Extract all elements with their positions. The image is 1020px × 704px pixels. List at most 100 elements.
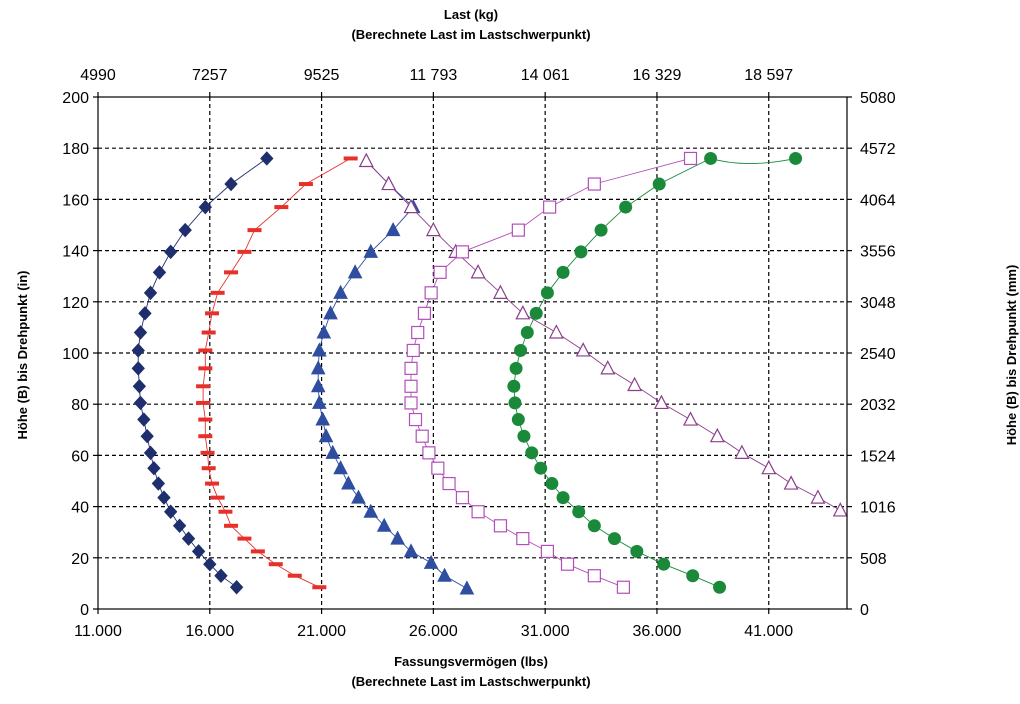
open-square-point: [455, 245, 470, 259]
open-triangle-point: [627, 376, 643, 392]
dash-point: [198, 366, 213, 371]
y-left-tick-label: 60: [71, 448, 89, 465]
diamond-point: [163, 504, 178, 519]
x-bottom-tick-label: 11.000: [74, 623, 122, 640]
open-triangle-point: [403, 198, 419, 214]
open-square-point: [431, 461, 445, 475]
circle-point: [525, 446, 539, 460]
triangle-point: [385, 222, 401, 237]
open-square-point: [404, 396, 418, 410]
dash-point: [312, 585, 327, 590]
x-top-tick-label: 9525: [304, 67, 340, 84]
diamond-point: [133, 395, 148, 411]
dash-point: [247, 228, 262, 233]
diamond-point: [191, 544, 206, 559]
triangle-point: [363, 503, 379, 518]
circle-point: [607, 532, 621, 546]
dash-point: [343, 156, 358, 161]
dash-point: [224, 523, 239, 528]
x-top-tick-label: 7257: [192, 67, 228, 84]
open-triangle-point: [575, 342, 591, 357]
triangle-point: [318, 428, 334, 443]
diamond-point: [214, 568, 228, 583]
open-square-point: [511, 223, 525, 237]
open-square-point: [516, 531, 530, 546]
open-triangle-point: [515, 305, 531, 320]
circle-point: [572, 505, 586, 519]
diamond-point: [229, 580, 244, 595]
open-square-point: [415, 429, 429, 443]
y-left-tick-label: 200: [62, 90, 89, 107]
y-left-tick-label: 0: [80, 602, 89, 619]
diamond-point: [198, 199, 212, 215]
open-triangle-point: [734, 444, 750, 459]
x-bottom-tick-label: 36.000: [632, 623, 681, 640]
series-dash: [196, 156, 358, 590]
dash-point: [198, 348, 213, 353]
diamond-point: [143, 445, 158, 461]
open-triangle-point: [761, 459, 777, 475]
grid-lines: [93, 92, 852, 614]
open-triangle-point: [600, 360, 616, 375]
triangle-point: [459, 580, 475, 595]
diamond-point: [138, 306, 152, 321]
circle-point: [652, 177, 666, 191]
triangle-point: [437, 567, 452, 582]
open-square-point: [442, 476, 456, 491]
series-circle: [507, 151, 803, 594]
dash-point: [201, 466, 216, 471]
open-square-point: [493, 519, 508, 533]
dash-point: [205, 311, 220, 316]
x-top-tick-label: 4990: [80, 67, 116, 84]
circle-point: [619, 200, 633, 214]
top-title-line1: Last (kg): [444, 7, 498, 22]
plot-frame: [97, 96, 848, 610]
circle-point: [704, 151, 718, 165]
circle-point: [534, 461, 548, 475]
diamond-point: [152, 265, 167, 280]
open-triangle-point: [709, 427, 725, 443]
open-square-point: [540, 544, 555, 559]
open-triangle-point: [548, 324, 564, 339]
triangle-point: [315, 411, 331, 426]
open-triangle-point: [683, 411, 698, 426]
circle-point: [556, 265, 570, 279]
dash-point: [218, 509, 233, 514]
bottom-title-line2: (Berechnete Last im Lastschwerpunkt): [351, 674, 590, 689]
open-square-point: [455, 491, 470, 505]
triangle-point: [363, 243, 379, 258]
series-line: [710, 157, 796, 164]
diamond-point: [137, 412, 151, 427]
circle-point: [540, 286, 554, 300]
triangle-point: [376, 517, 392, 532]
y-left-tick-label: 20: [71, 551, 89, 568]
y-right-tick-label: 3048: [860, 295, 896, 312]
dash-point: [287, 573, 302, 578]
open-triangle-point: [381, 175, 397, 191]
data-series: [131, 151, 848, 595]
dash-point: [198, 417, 213, 422]
circle-point: [507, 379, 521, 393]
x-bottom-tick-label: 41.000: [744, 623, 793, 640]
y-right-tick-label: 4064: [860, 192, 896, 209]
diamond-point: [157, 490, 171, 505]
triangle-point: [316, 324, 332, 339]
triangle-point: [310, 378, 326, 393]
diamond-point: [224, 176, 238, 192]
y-right-tick-label: 4572: [860, 141, 896, 158]
diamond-point: [172, 518, 187, 534]
y-right-tick-label: 508: [860, 551, 887, 568]
series-line: [410, 157, 691, 588]
open-square-point: [683, 151, 698, 166]
open-triangle-point: [783, 475, 799, 490]
open-square-point: [433, 265, 447, 279]
open-square-point: [404, 361, 418, 375]
open-square-point: [543, 200, 557, 214]
circle-point: [520, 326, 534, 340]
dash-point: [200, 450, 215, 455]
diamond-point: [181, 531, 196, 546]
open-triangle-point: [470, 264, 486, 279]
diamond-point: [131, 361, 145, 376]
open-square-point: [424, 286, 438, 300]
